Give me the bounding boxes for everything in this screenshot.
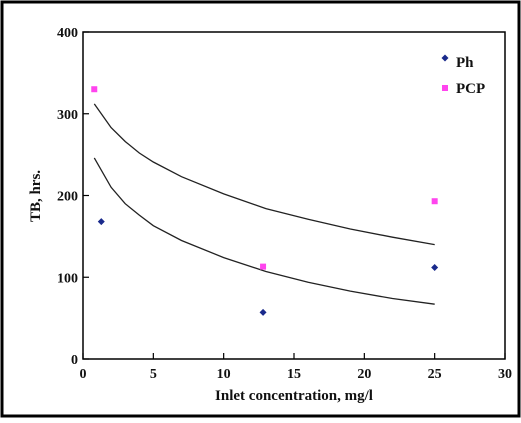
x-tick-label: 30	[498, 367, 512, 382]
x-axis: 0 5 10 15 20 25 30	[80, 353, 512, 382]
fit-curve	[93, 157, 435, 305]
data-point-ph	[259, 308, 267, 316]
x-tick-label: 0	[80, 367, 87, 382]
data-point-pcp	[91, 86, 98, 93]
data-point-pcp	[260, 263, 267, 270]
data-point-ph	[431, 263, 439, 271]
data-point-pcp	[431, 198, 438, 205]
y-axis-title: TB, hrs.	[28, 170, 44, 222]
legend-label-pcp: PCP	[456, 81, 485, 97]
fit-curves	[93, 103, 435, 305]
x-tick-label: 5	[150, 367, 157, 382]
x-tick-label: 25	[428, 367, 442, 382]
legend-marker-pcp	[442, 85, 448, 91]
y-tick-label: 200	[57, 190, 78, 205]
fit-curve	[93, 103, 435, 246]
plot-area	[82, 31, 506, 360]
x-tick-label: 10	[217, 367, 231, 382]
x-tick-label: 15	[287, 367, 301, 382]
y-tick-label: 100	[57, 271, 78, 286]
x-axis-title: Inlet concentration, mg/l	[215, 388, 373, 404]
legend-marker-ph	[441, 54, 449, 62]
y-tick-label: 0	[71, 353, 78, 368]
legend-label-ph: Ph	[456, 55, 474, 71]
x-tick-label: 20	[357, 367, 371, 382]
y-tick-label: 400	[57, 26, 78, 41]
data-point-ph	[97, 218, 105, 226]
legend: Ph PCP	[441, 54, 485, 97]
data-points	[91, 86, 439, 316]
y-axis: 0 100 200 300 400	[57, 26, 89, 368]
y-tick-label: 300	[57, 108, 78, 123]
